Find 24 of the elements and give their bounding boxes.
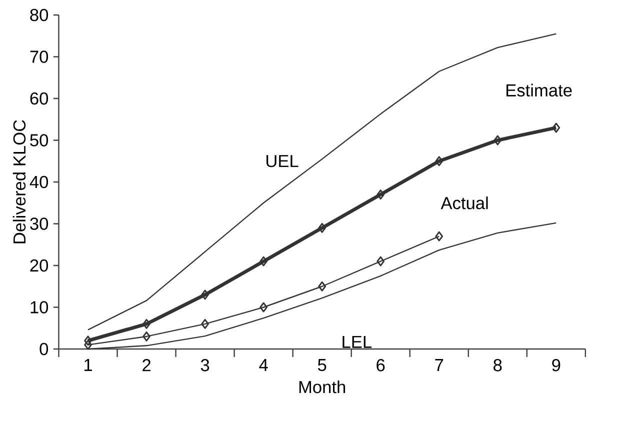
series-label: Actual [440, 196, 488, 210]
y-tick-label: 70 [30, 50, 48, 63]
x-tick-label: 7 [435, 359, 444, 371]
text: LEL [342, 336, 372, 348]
y-tick-label: 50 [30, 134, 48, 146]
x-tick-label: 4 [259, 359, 268, 371]
x-tick-label: 6 [376, 359, 385, 372]
y-tick-label: 60 [30, 92, 48, 105]
y-tick-label: 0 [40, 342, 48, 356]
x-tick-label: 2 [142, 359, 150, 372]
x-tick-label: 5 [318, 359, 326, 372]
x-tick-label: 8 [494, 359, 502, 372]
y-tick-label: 80 [30, 8, 48, 22]
x-tick-label: 1 [84, 359, 92, 371]
series-label: UEL [266, 155, 298, 168]
y-axis-title: Delivered KLOC [12, 120, 26, 244]
x-tick-label: 9 [552, 359, 560, 372]
series-label: Estimate [506, 84, 572, 97]
x-tick-label: 3 [200, 359, 210, 372]
y-tick-label: 10 [30, 301, 48, 314]
x-axis-title: Month [299, 380, 346, 394]
y-tick-label: 40 [30, 176, 48, 188]
y-tick-label: 30 [30, 218, 48, 230]
y-tick-label: 20 [30, 259, 48, 272]
